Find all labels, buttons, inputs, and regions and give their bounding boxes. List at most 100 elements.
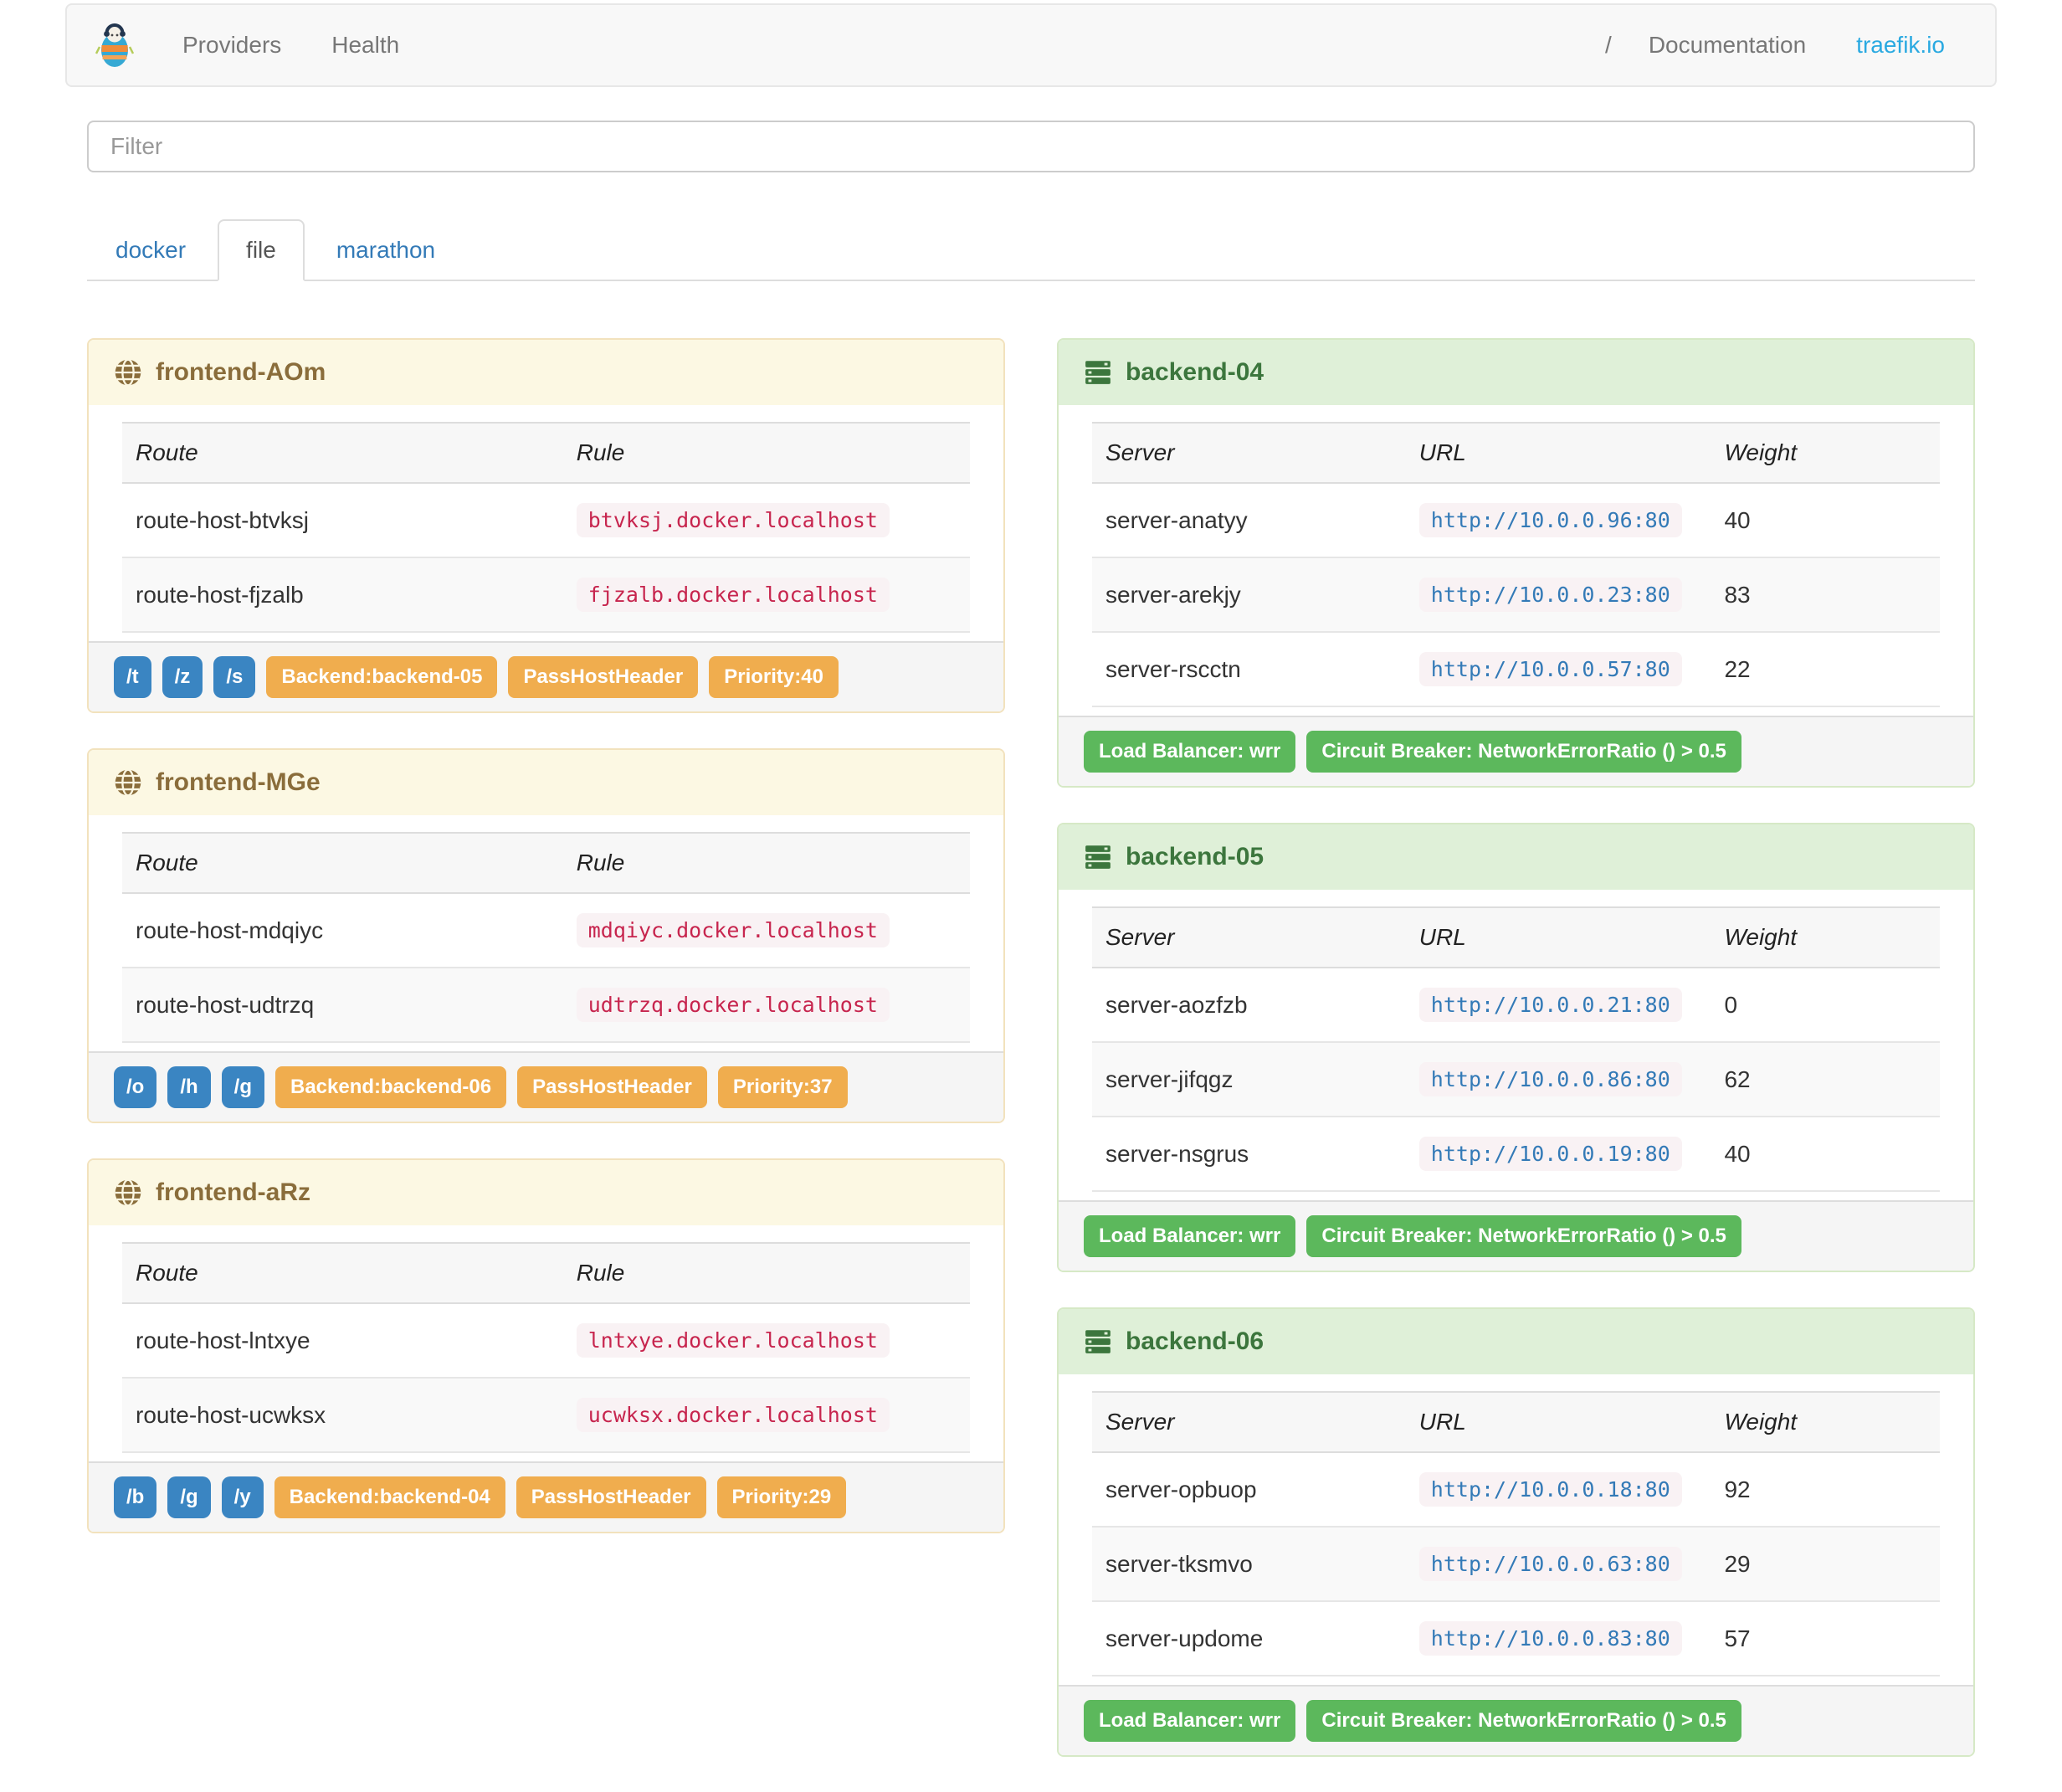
nav-separator: /: [1605, 32, 1612, 58]
circuit-breaker-label: Circuit Breaker: NetworkErrorRatio () > …: [1306, 1215, 1741, 1257]
frontend-panel: frontend-MGe Route Rule route-host-mdqiy…: [87, 748, 1005, 1123]
route-name: route-host-btvksj: [122, 483, 563, 558]
panel-title: backend-06: [1126, 1327, 1264, 1355]
column-header-url: URL: [1405, 422, 1711, 484]
column-header-weight: Weight: [1711, 422, 1940, 484]
server-url-link[interactable]: http://10.0.0.63:80: [1418, 1547, 1682, 1581]
table-header-row: Route Rule: [122, 832, 970, 894]
server-weight: 57: [1711, 1601, 1940, 1676]
frontend-panel-heading: frontend-AOm: [89, 340, 1003, 405]
column-header-server: Server: [1092, 422, 1406, 484]
column-header-rule: Rule: [562, 832, 970, 894]
column-header-route: Route: [122, 1242, 563, 1304]
rule-code: ucwksx.docker.localhost: [576, 1398, 890, 1432]
panel-footer: /b /g /y Backend:backend-04 PassHostHead…: [89, 1461, 1003, 1532]
entrypoint-label: /g: [221, 1066, 264, 1108]
load-balancer-label: Load Balancer: wrr: [1084, 731, 1296, 773]
table-row: server-aozfzb http://10.0.0.21:80 0: [1092, 968, 1940, 1043]
table-row: server-tksmvo http://10.0.0.63:80 29: [1092, 1527, 1940, 1602]
frontend-panel: frontend-aRz Route Rule route-host-lntxy…: [87, 1158, 1005, 1533]
column-header-server: Server: [1092, 1391, 1406, 1453]
circuit-breaker-label: Circuit Breaker: NetworkErrorRatio () > …: [1306, 1700, 1741, 1742]
table-header-row: Server URL Weight: [1092, 906, 1940, 968]
passhostheader-label: PassHostHeader: [517, 1066, 707, 1108]
server-rack-icon: [1084, 358, 1112, 387]
server-url-link[interactable]: http://10.0.0.57:80: [1418, 652, 1682, 686]
route-name: route-host-lntxye: [122, 1303, 563, 1379]
column-header-route: Route: [122, 832, 563, 894]
globe-icon: [114, 768, 142, 797]
server-weight: 92: [1711, 1452, 1940, 1528]
panel-body: Server URL Weight server-opbuop http://1…: [1059, 1374, 1973, 1685]
backend-panel-heading: backend-05: [1059, 824, 1973, 890]
entrypoint-label: /h: [167, 1066, 211, 1108]
server-url-link[interactable]: http://10.0.0.83:80: [1418, 1621, 1682, 1656]
servers-table: Server URL Weight server-opbuop http://1…: [1092, 1391, 1940, 1676]
filter-bar: [87, 121, 1975, 172]
filter-input[interactable]: [87, 121, 1975, 172]
table-header-row: Server URL Weight: [1092, 422, 1940, 484]
column-header-weight: Weight: [1711, 1391, 1940, 1453]
frontend-panel-heading: frontend-aRz: [89, 1160, 1003, 1225]
column-header-rule: Rule: [562, 422, 970, 484]
nav-link-health[interactable]: Health: [331, 32, 400, 58]
table-header-row: Server URL Weight: [1092, 1391, 1940, 1453]
server-rack-icon: [1084, 843, 1112, 871]
server-name: server-opbuop: [1092, 1452, 1406, 1528]
nav-link-providers[interactable]: Providers: [182, 32, 282, 58]
nav-link-documentation[interactable]: Documentation: [1648, 32, 1807, 58]
rule-code: fjzalb.docker.localhost: [576, 578, 890, 612]
provider-tabs: docker file marathon: [87, 219, 1975, 281]
table-row: route-host-ucwksx ucwksx.docker.localhos…: [122, 1378, 970, 1453]
server-url-link[interactable]: http://10.0.0.19:80: [1418, 1137, 1682, 1171]
table-header-row: Route Rule: [122, 422, 970, 484]
table-row: route-host-udtrzq udtrzq.docker.localhos…: [122, 968, 970, 1043]
backend-panel-heading: backend-06: [1059, 1309, 1973, 1374]
backend-panel-heading: backend-04: [1059, 340, 1973, 405]
server-url-link[interactable]: http://10.0.0.21:80: [1418, 988, 1682, 1022]
entrypoint-label: /g: [167, 1476, 211, 1518]
column-header-rule: Rule: [562, 1242, 970, 1304]
tab-file[interactable]: file: [218, 219, 305, 281]
tab-docker[interactable]: docker: [115, 237, 187, 263]
server-weight: 22: [1711, 632, 1940, 707]
navbar-right: / Documentation traefik.io: [1593, 5, 1990, 85]
route-name: route-host-ucwksx: [122, 1378, 563, 1453]
server-weight: 40: [1711, 1117, 1940, 1192]
table-row: server-updome http://10.0.0.83:80 57: [1092, 1601, 1940, 1676]
column-header-weight: Weight: [1711, 906, 1940, 968]
navbar: Providers Health / Documentation traefik…: [65, 3, 1997, 87]
globe-icon: [114, 358, 142, 387]
server-name: server-aozfzb: [1092, 968, 1406, 1043]
nav-link-traefik-io[interactable]: traefik.io: [1856, 32, 1945, 58]
server-url-link[interactable]: http://10.0.0.23:80: [1418, 578, 1682, 612]
server-name: server-tksmvo: [1092, 1527, 1406, 1602]
server-weight: 40: [1711, 483, 1940, 558]
panel-footer: /t /z /s Backend:backend-05 PassHostHead…: [89, 641, 1003, 711]
route-name: route-host-fjzalb: [122, 557, 563, 633]
frontends-column: frontend-AOm Route Rule route-host-btvks…: [87, 338, 1005, 1569]
server-name: server-arekjy: [1092, 557, 1406, 633]
routes-table: Route Rule route-host-lntxye lntxye.dock…: [122, 1242, 970, 1453]
traefik-logo-icon[interactable]: [72, 23, 157, 68]
server-weight: 29: [1711, 1527, 1940, 1602]
server-url-link[interactable]: http://10.0.0.96:80: [1418, 503, 1682, 537]
route-name: route-host-udtrzq: [122, 968, 563, 1043]
panel-title: frontend-aRz: [156, 1178, 310, 1206]
priority-label: Priority:37: [717, 1066, 848, 1108]
globe-icon: [114, 1178, 142, 1207]
panel-title: backend-05: [1126, 843, 1264, 870]
panel-footer: Load Balancer: wrr Circuit Breaker: Netw…: [1059, 716, 1973, 786]
table-row: server-opbuop http://10.0.0.18:80 92: [1092, 1452, 1940, 1528]
frontend-panel: frontend-AOm Route Rule route-host-btvks…: [87, 338, 1005, 713]
table-header-row: Route Rule: [122, 1242, 970, 1304]
tab-marathon[interactable]: marathon: [336, 237, 436, 263]
server-url-link[interactable]: http://10.0.0.86:80: [1418, 1062, 1682, 1096]
column-header-url: URL: [1405, 1391, 1711, 1453]
rule-code: btvksj.docker.localhost: [576, 503, 890, 537]
server-name: server-nsgrus: [1092, 1117, 1406, 1192]
server-url-link[interactable]: http://10.0.0.18:80: [1418, 1472, 1682, 1507]
panel-footer: Load Balancer: wrr Circuit Breaker: Netw…: [1059, 1200, 1973, 1271]
servers-table: Server URL Weight server-anatyy http://1…: [1092, 422, 1940, 707]
rule-code: udtrzq.docker.localhost: [576, 988, 890, 1022]
